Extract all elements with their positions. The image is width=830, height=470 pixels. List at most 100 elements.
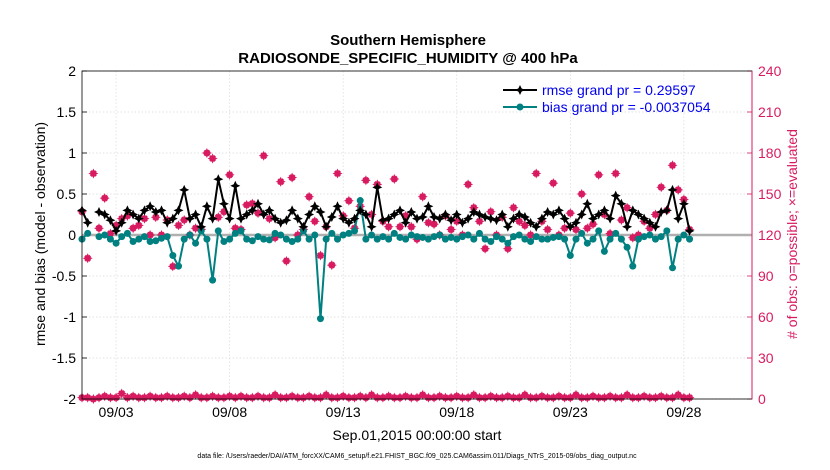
rmse-series-point <box>139 205 150 216</box>
rmse-series-point <box>644 217 655 228</box>
bias-series-point <box>606 235 614 243</box>
rmse-series-point <box>150 207 161 217</box>
bias-series-point <box>282 235 290 243</box>
obs-evaluated-point <box>362 176 370 184</box>
rmse-series-point <box>678 198 689 209</box>
rmse-series-point <box>389 209 400 220</box>
rmse-series-point <box>429 212 439 222</box>
bias-series-point <box>277 231 285 239</box>
obs-evaluated-point <box>487 208 495 216</box>
bias-series-point <box>669 264 677 272</box>
rmse-series-point <box>162 217 173 228</box>
bias-series-point <box>453 235 461 243</box>
rmse-series-point <box>309 201 320 212</box>
obs-evaluated-point <box>95 224 103 232</box>
footer-data-file: data file: /Users/raeder/DAI/ATM_forcXX/… <box>197 453 637 460</box>
rmse-series-point <box>571 217 581 228</box>
bias-series-point <box>663 227 671 235</box>
rmse-series-point <box>190 209 201 220</box>
rmse-series-point <box>480 212 491 222</box>
rmse-series-point <box>105 215 116 226</box>
obs-evaluated-point <box>265 215 273 222</box>
rmse-series-point <box>372 182 383 193</box>
obs-evaluated-point <box>532 170 540 177</box>
rmse-series-point <box>218 198 229 209</box>
obs-evaluated-point <box>510 204 517 212</box>
bias-series-point <box>458 233 466 241</box>
obs-evaluated-point <box>430 220 438 228</box>
rmse-series-point <box>525 217 536 228</box>
rmse-series-point <box>224 213 235 224</box>
rmse-series-point <box>355 205 366 216</box>
bias-series-point <box>334 235 342 243</box>
obs-evaluated-point <box>396 223 404 231</box>
bias-series-point <box>129 238 137 246</box>
bias-series-point <box>589 235 597 243</box>
rmse-series-point <box>497 209 508 220</box>
obs-evaluated-point <box>152 213 160 221</box>
obs-evaluated-point <box>481 245 489 253</box>
rmse-series-point <box>565 221 576 232</box>
obs-evaluated-point <box>135 222 143 229</box>
rmse-series-point <box>508 213 519 224</box>
rmse-series-point <box>247 205 258 216</box>
obs-baseline-evaluated <box>521 391 529 399</box>
bias-series-point <box>84 229 92 237</box>
bias-series-point <box>248 237 256 245</box>
rmse-series-point <box>395 205 405 216</box>
bias-series-point <box>288 238 296 246</box>
obs-evaluated-point <box>578 190 586 198</box>
obs-evaluated-point <box>385 223 392 231</box>
obs-evaluated-point <box>464 181 472 188</box>
rmse-series-point <box>383 213 394 224</box>
bias-series-point <box>504 239 512 247</box>
rmse-series-point <box>167 213 178 224</box>
rmse-series-point <box>116 217 127 228</box>
rmse-series-point <box>366 221 377 232</box>
bias-series-point <box>561 235 569 243</box>
rmse-series-point <box>184 213 195 224</box>
obs-evaluated-point <box>583 224 591 232</box>
obs-evaluated-point <box>652 211 659 218</box>
bias-series-point <box>339 231 347 239</box>
rmse-series-point <box>451 209 462 220</box>
rmse-series-point <box>128 209 139 220</box>
legend-bias-label: bias grand pr = -0.0037054 <box>542 99 711 115</box>
obs-evaluated-point <box>623 204 631 212</box>
y-axis-label-left: rmse and bias (model - observation) <box>32 122 48 346</box>
x-tick-label: 09/13 <box>326 404 361 420</box>
bias-series-point <box>271 229 279 237</box>
rmse-series-point <box>196 221 207 232</box>
rmse-series-point <box>650 221 661 232</box>
bias-series-point <box>527 238 535 246</box>
rmse-series-point <box>485 213 496 224</box>
bias-series-point <box>555 233 563 241</box>
obs-evaluated-point <box>283 257 290 265</box>
bias-series-point <box>521 235 529 243</box>
obs-evaluated-point <box>618 216 625 224</box>
obs-evaluated-point <box>566 209 574 217</box>
bias-series-point <box>544 235 552 243</box>
rmse-series-point <box>627 205 638 216</box>
rmse-series-point <box>111 225 122 236</box>
bias-series-point <box>430 233 438 241</box>
bias-series-point <box>237 227 245 235</box>
obs-evaluated-point <box>606 230 614 238</box>
y-left-tick-label: 0 <box>68 227 76 243</box>
obs-baseline-evaluated <box>572 391 580 399</box>
bias-series-point <box>538 235 546 243</box>
rmse-series-point <box>326 212 337 222</box>
rmse-series-point <box>639 213 650 224</box>
y-right-tick-label: 90 <box>758 268 774 284</box>
bias-series-point <box>146 238 154 246</box>
rmse-series-point <box>633 209 644 220</box>
bias-series-point <box>260 235 268 243</box>
bias-series-point <box>209 276 217 284</box>
bias-series-point <box>492 233 500 241</box>
bias-series-point <box>686 235 694 243</box>
rmse-series-point <box>253 198 263 209</box>
obs-evaluated-point <box>629 234 637 242</box>
obs-evaluated-point <box>101 194 109 202</box>
obs-evaluated-point <box>288 174 296 181</box>
